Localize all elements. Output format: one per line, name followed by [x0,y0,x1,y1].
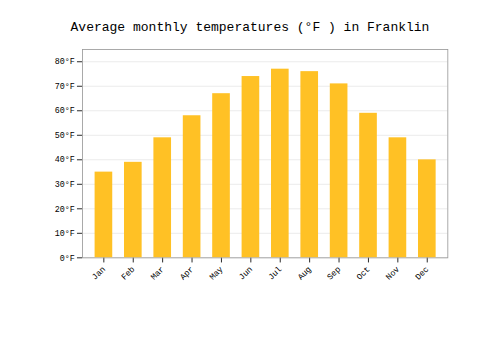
svg-text:Jun: Jun [237,265,255,283]
svg-text:Aug: Aug [296,265,314,283]
svg-text:Feb: Feb [120,265,138,283]
svg-text:20°F: 20°F [55,204,75,214]
svg-text:Mar: Mar [149,265,167,283]
svg-text:Jul: Jul [267,265,285,283]
svg-text:80°F: 80°F [55,57,75,67]
svg-text:Sep: Sep [325,265,343,283]
svg-text:60°F: 60°F [55,106,75,116]
svg-text:May: May [208,265,226,283]
svg-text:40°F: 40°F [55,155,75,165]
svg-text:50°F: 50°F [55,131,75,141]
svg-text:70°F: 70°F [55,82,75,92]
svg-text:Dec: Dec [414,265,432,283]
svg-text:0°F: 0°F [60,254,75,264]
svg-text:30°F: 30°F [55,180,75,190]
html-text:Average monthly temperatures (: Average monthly temperatures (°F ) in Fr… [70,20,430,35]
svg-text:Nov: Nov [384,265,402,283]
svg-text:Apr: Apr [178,265,196,283]
svg-text:Oct: Oct [355,265,373,283]
svg-text:10°F: 10°F [55,229,75,239]
svg-text:Jan: Jan [90,265,108,283]
